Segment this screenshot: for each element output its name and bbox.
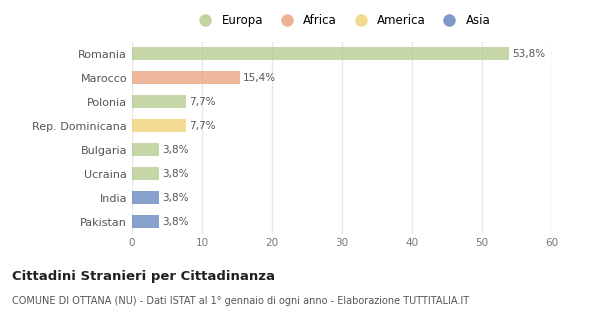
- Text: 3,8%: 3,8%: [162, 217, 188, 227]
- Bar: [132, 167, 158, 180]
- Bar: [132, 119, 186, 132]
- Legend: Europa, Africa, America, Asia: Europa, Africa, America, Asia: [188, 9, 496, 32]
- Text: Cittadini Stranieri per Cittadinanza: Cittadini Stranieri per Cittadinanza: [12, 270, 275, 284]
- Bar: [132, 47, 509, 60]
- Text: 7,7%: 7,7%: [190, 97, 216, 107]
- Bar: [132, 95, 186, 108]
- Text: 53,8%: 53,8%: [512, 49, 545, 59]
- Text: 7,7%: 7,7%: [190, 121, 216, 131]
- Text: 15,4%: 15,4%: [244, 73, 277, 83]
- Text: 3,8%: 3,8%: [162, 193, 188, 203]
- Text: 3,8%: 3,8%: [162, 145, 188, 155]
- Bar: [132, 71, 240, 84]
- Bar: [132, 143, 158, 156]
- Bar: [132, 191, 158, 204]
- Text: COMUNE DI OTTANA (NU) - Dati ISTAT al 1° gennaio di ogni anno - Elaborazione TUT: COMUNE DI OTTANA (NU) - Dati ISTAT al 1°…: [12, 296, 469, 306]
- Bar: [132, 215, 158, 228]
- Text: 3,8%: 3,8%: [162, 169, 188, 179]
